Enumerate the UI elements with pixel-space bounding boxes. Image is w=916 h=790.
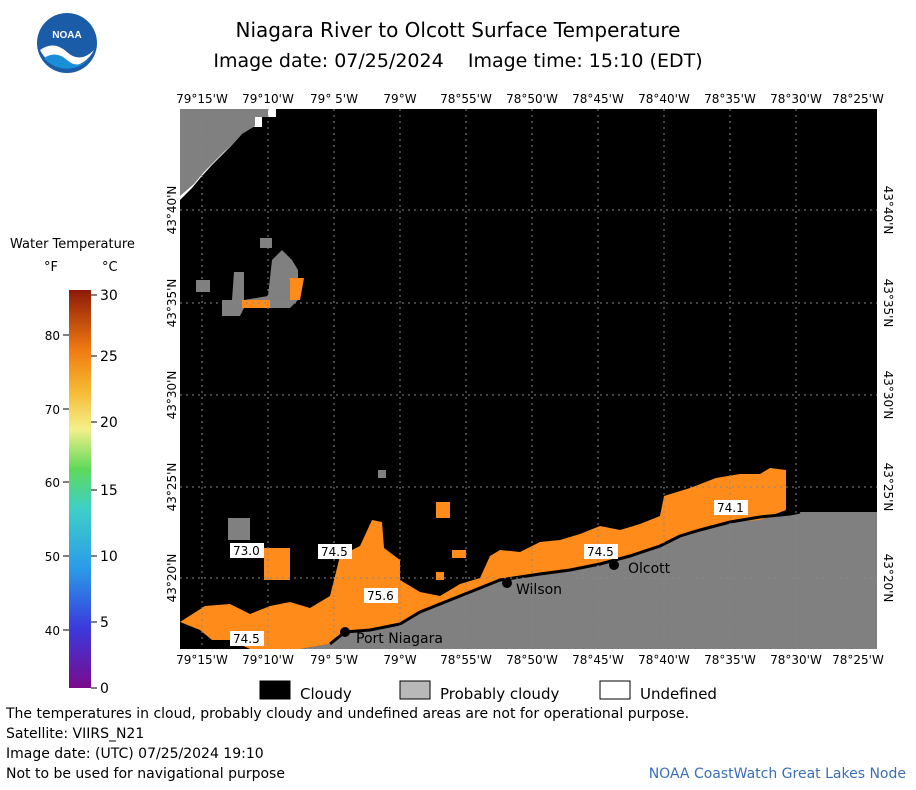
lon-label: 79°15'W bbox=[176, 92, 228, 106]
satellite-info: Satellite: VIIRS_N21 bbox=[6, 726, 145, 742]
lon-label: 78°35'W bbox=[704, 653, 756, 667]
lon-label: 78°30'W bbox=[770, 92, 822, 106]
image-datetime: Image date: 07/25/2024 Image time: 15:10… bbox=[213, 50, 703, 72]
lat-label: 43°30'N bbox=[165, 371, 179, 420]
legend-c-tick: 0 bbox=[100, 681, 109, 697]
water-area bbox=[290, 278, 304, 300]
lon-label: 78°55'W bbox=[440, 92, 492, 106]
place-label-olcott: Olcott bbox=[628, 561, 671, 577]
temp-label: 73.0 bbox=[233, 544, 260, 558]
lon-label: 79°W bbox=[383, 653, 416, 667]
lon-label: 78°45'W bbox=[572, 92, 624, 106]
legend-unit-c: °C bbox=[102, 260, 118, 275]
lon-label: 78°30'W bbox=[770, 653, 822, 667]
water-area bbox=[264, 548, 290, 580]
legend-c-tick: 25 bbox=[100, 349, 118, 365]
probably-cloudy-area bbox=[260, 238, 272, 248]
probably-cloudy-area bbox=[222, 250, 298, 316]
temp-label: 74.5 bbox=[321, 545, 348, 559]
lat-label: 43°20'N bbox=[165, 554, 179, 603]
lon-label: 79°10'W bbox=[242, 92, 294, 106]
shoreline bbox=[329, 510, 801, 646]
graticule bbox=[180, 109, 877, 649]
lon-label: 79° 5'W bbox=[310, 92, 358, 106]
colorbar bbox=[69, 290, 91, 688]
legend-f-tick: 50 bbox=[45, 550, 60, 564]
lon-label: 78°25'W bbox=[832, 653, 884, 667]
lon-label: 78°35'W bbox=[704, 92, 756, 106]
probably-cloudy-area bbox=[196, 280, 210, 292]
lon-label: 78°55'W bbox=[440, 653, 492, 667]
legend-f-tick: 60 bbox=[45, 476, 60, 490]
lat-label: 43°35'N bbox=[881, 279, 895, 328]
lon-label: 79° 5'W bbox=[310, 653, 358, 667]
temp-labels: 73.0 74.5 75.6 74.5 74.5 74.1 bbox=[230, 500, 748, 646]
key-undefined-swatch bbox=[599, 680, 631, 700]
lon-label: 78°45'W bbox=[572, 653, 624, 667]
key-cloudy-swatch bbox=[259, 680, 291, 700]
olcott-marker bbox=[609, 560, 619, 570]
legend-f-tick: 40 bbox=[45, 624, 60, 638]
page-title: Niagara River to Olcott Surface Temperat… bbox=[235, 18, 681, 42]
water-area bbox=[180, 468, 786, 649]
lat-label: 43°35'N bbox=[165, 279, 179, 328]
legend-c-tick: 10 bbox=[100, 549, 118, 565]
legend-c-tick: 30 bbox=[100, 288, 118, 304]
temp-label: 74.1 bbox=[717, 501, 744, 515]
wilson-marker bbox=[502, 578, 512, 588]
place-label-wilson: Wilson bbox=[516, 582, 562, 598]
lat-label: 43°20'N bbox=[881, 554, 895, 603]
lon-label: 79°10'W bbox=[242, 653, 294, 667]
key-probably-cloudy-swatch bbox=[399, 680, 431, 700]
lat-label: 43°40'N bbox=[881, 186, 895, 235]
lon-label: 78°25'W bbox=[832, 92, 884, 106]
land-probably-cloudy bbox=[300, 512, 877, 649]
key-undefined-label: Undefined bbox=[640, 685, 717, 703]
navigation-note: Not to be used for navigational purpose bbox=[6, 766, 285, 782]
operational-note: The temperatures in cloud, probably clou… bbox=[6, 706, 690, 722]
key-probably-cloudy-label: Probably cloudy bbox=[440, 685, 559, 703]
water-area bbox=[242, 300, 270, 308]
lat-label: 43°30'N bbox=[881, 371, 895, 420]
water-area bbox=[452, 550, 466, 558]
legend-title: Water Temperature bbox=[10, 237, 135, 252]
water-area bbox=[436, 572, 444, 580]
lat-label: 43°25'N bbox=[165, 463, 179, 512]
place-label-port-niagara: Port Niagara bbox=[356, 631, 443, 647]
legend-unit-f: °F bbox=[44, 260, 58, 275]
lat-label: 43°25'N bbox=[881, 463, 895, 512]
lon-label: 78°50'W bbox=[506, 653, 558, 667]
temp-label: 74.5 bbox=[587, 545, 614, 559]
lon-label: 78°40'W bbox=[638, 92, 690, 106]
key-cloudy-label: Cloudy bbox=[300, 685, 352, 703]
probably-cloudy-area bbox=[378, 470, 386, 478]
credit-text: NOAA CoastWatch Great Lakes Node bbox=[648, 766, 906, 782]
temp-label: 74.5 bbox=[233, 632, 260, 646]
lon-label: 78°40'W bbox=[638, 653, 690, 667]
utc-date: Image date: (UTC) 07/25/2024 19:10 bbox=[6, 746, 264, 762]
noaa-logo: NOAA bbox=[36, 12, 98, 74]
legend-c-tick: 20 bbox=[100, 415, 118, 431]
legend-f-tick: 80 bbox=[45, 329, 60, 343]
legend-f-tick: 70 bbox=[45, 403, 60, 417]
legend-c-tick: 5 bbox=[100, 615, 109, 631]
legend-c-tick: 15 bbox=[100, 483, 118, 499]
probably-cloudy-area bbox=[180, 109, 268, 196]
logo-text: NOAA bbox=[52, 30, 81, 41]
temp-label: 75.6 bbox=[367, 589, 394, 603]
lat-label: 43°40'N bbox=[165, 186, 179, 235]
lon-label: 79°15'W bbox=[176, 653, 228, 667]
probably-cloudy-area bbox=[228, 518, 250, 540]
lon-label: 79°W bbox=[383, 92, 416, 106]
port-niagara-marker bbox=[340, 627, 350, 637]
lon-label: 78°50'W bbox=[506, 92, 558, 106]
water-area bbox=[436, 502, 450, 518]
